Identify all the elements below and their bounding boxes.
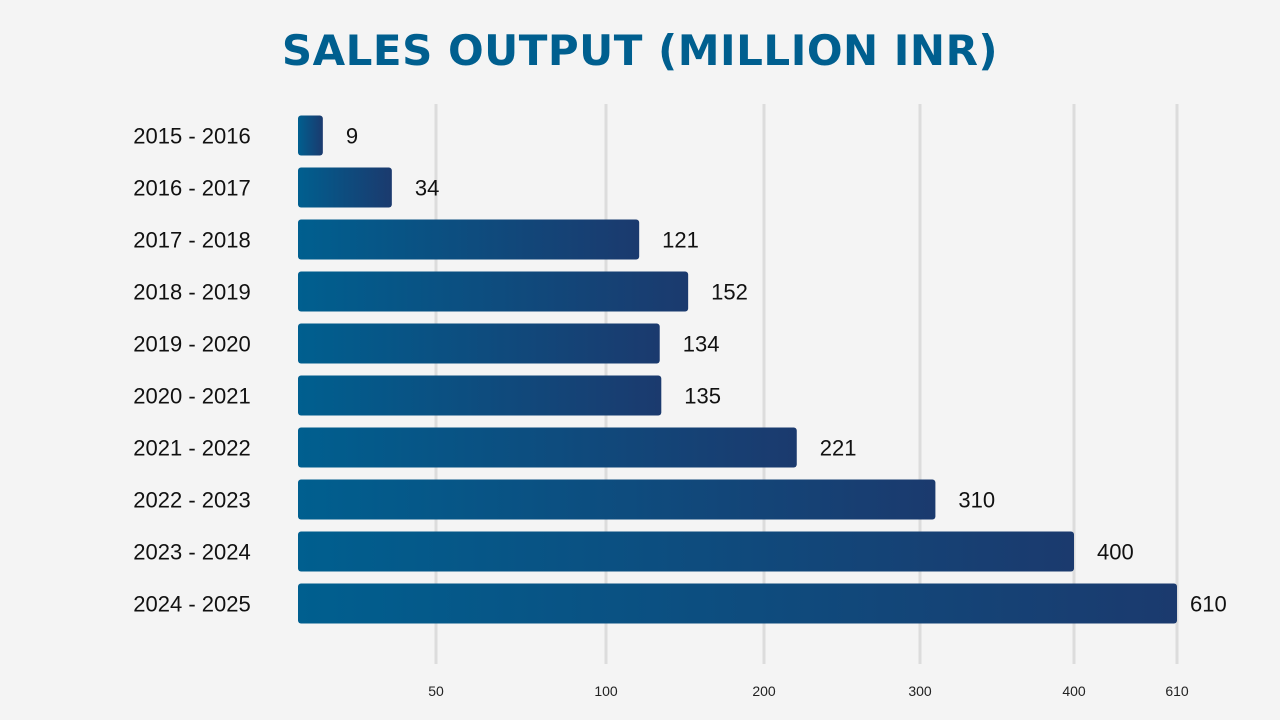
category-label: 2017 - 2018 <box>133 228 250 253</box>
bar <box>298 323 660 364</box>
category-label: 2022 - 2023 <box>133 488 250 513</box>
x-tick-label: 300 <box>908 683 932 699</box>
category-label: 2024 - 2025 <box>133 592 250 617</box>
bar <box>298 271 689 312</box>
x-tick-label: 100 <box>594 683 618 699</box>
bar <box>298 479 936 520</box>
category-label: 2020 - 2021 <box>133 384 250 409</box>
x-tick-label: 400 <box>1062 683 1086 699</box>
bar <box>298 531 1074 572</box>
bar <box>298 115 323 156</box>
value-label: 610 <box>1190 592 1227 617</box>
bar <box>298 219 640 260</box>
value-label: 221 <box>820 436 857 461</box>
chart-title: SALES OUTPUT (MILLION INR) <box>281 26 999 75</box>
value-label: 34 <box>415 176 439 201</box>
category-label: 2019 - 2020 <box>133 332 250 357</box>
value-label: 310 <box>958 488 995 513</box>
value-label: 400 <box>1097 540 1134 565</box>
category-label: 2016 - 2017 <box>133 176 250 201</box>
value-label: 134 <box>683 332 720 357</box>
label-layer: 2015 - 2016 9 2016 - 2017 34 2017 - 2018 121 2… <box>133 124 1226 617</box>
x-tick-label: 50 <box>428 683 444 699</box>
x-tick-label: 610 <box>1165 683 1189 699</box>
bar <box>298 375 662 416</box>
bar <box>298 427 797 468</box>
category-label: 2021 - 2022 <box>133 436 250 461</box>
x-axis-ticks: 50 100 200 300 400 610 <box>428 683 1189 699</box>
value-label: 152 <box>711 280 748 305</box>
value-label: 121 <box>662 228 699 253</box>
value-label: 135 <box>684 384 721 409</box>
x-tick-label: 200 <box>752 683 776 699</box>
category-label: 2023 - 2024 <box>133 540 250 565</box>
bar-layer <box>298 115 1177 624</box>
category-label: 2015 - 2016 <box>133 124 250 149</box>
bar <box>298 167 392 208</box>
bar <box>298 583 1177 624</box>
category-label: 2018 - 2019 <box>133 280 250 305</box>
value-label: 9 <box>346 124 358 149</box>
